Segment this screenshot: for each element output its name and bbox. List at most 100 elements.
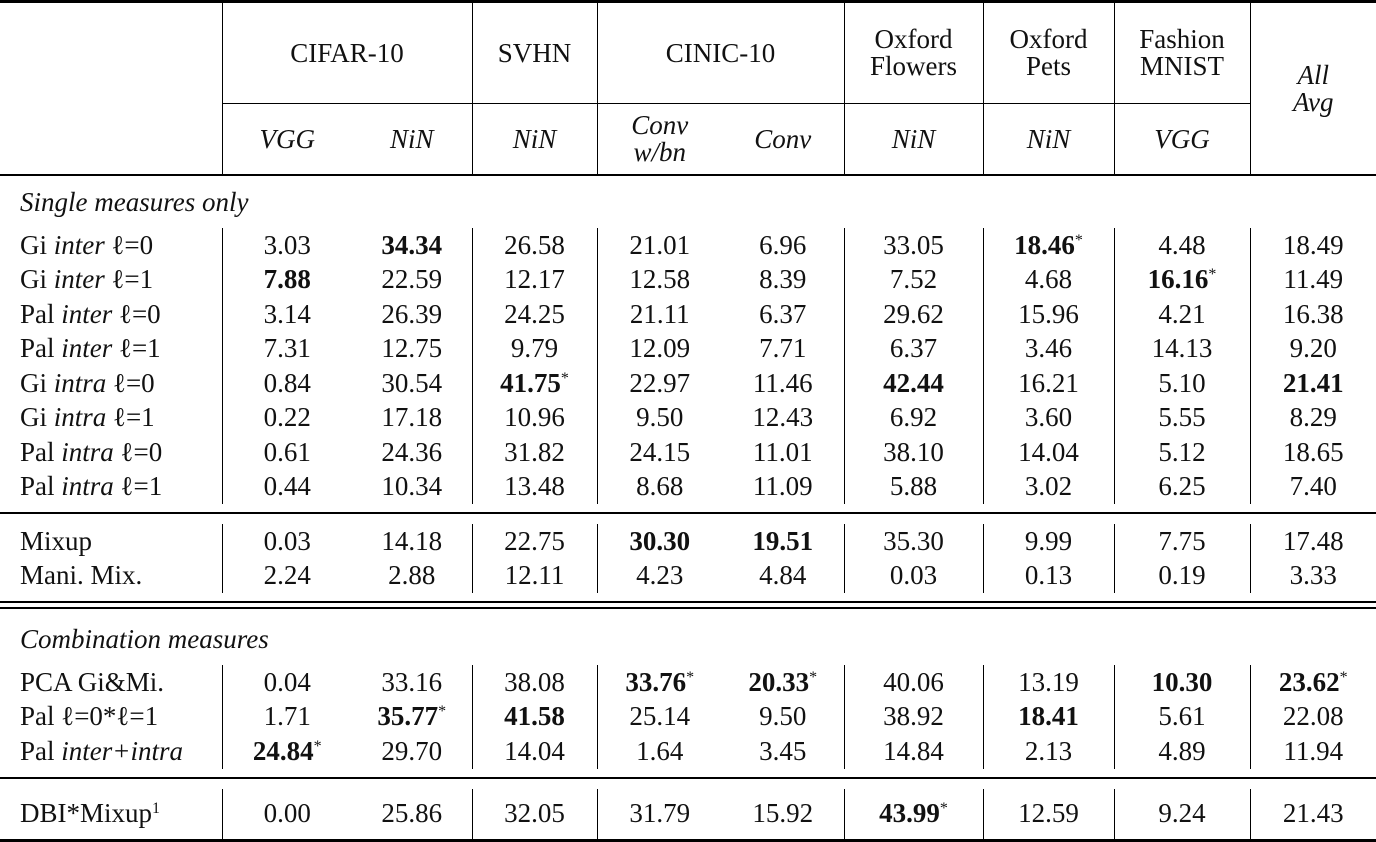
dataset-oxford-pets: Oxford Pets xyxy=(982,1,1114,104)
value-cell: 5.55 xyxy=(1113,400,1250,435)
value-cell: 0.22 xyxy=(221,400,352,435)
value-cell: 14.13 xyxy=(1113,331,1250,366)
score-value: 30.54 xyxy=(381,367,443,398)
score-value: 3.60 xyxy=(1024,402,1073,433)
score-value: 5.12 xyxy=(1158,436,1206,467)
value-cell: 5.12 xyxy=(1113,435,1250,470)
value-cell: 4.68 xyxy=(982,262,1114,297)
score-value: 6.92 xyxy=(889,402,938,433)
score-value: 9.79 xyxy=(510,333,559,364)
value-cell: 25.86 xyxy=(352,789,472,841)
value-cell: 4.84 xyxy=(722,559,844,594)
value-cell: 6.96 xyxy=(722,228,844,263)
score-value: 17.48 xyxy=(1282,525,1344,556)
row-label: Gi inter ℓ=1 xyxy=(0,263,222,298)
value-cell: 25.14 xyxy=(596,699,722,734)
model-conv: Conv xyxy=(754,123,812,154)
significance-star: * xyxy=(1074,231,1083,249)
table-row: Gi inter ℓ=1 7.88 22.59 12.17 12.58 8.39 7.52 4… xyxy=(0,262,1376,298)
model-vgg: VGG xyxy=(221,103,352,175)
value-cell: 0.19 xyxy=(1113,558,1250,593)
value-cell: 24.36 xyxy=(352,435,472,470)
layer-index: ℓ=0 xyxy=(120,436,163,467)
value-cell: 17.48 xyxy=(1249,524,1376,559)
value-cell: 31.79 xyxy=(596,788,722,840)
score-value: 42.44 xyxy=(883,367,944,398)
score-value: 10.96 xyxy=(504,402,565,433)
method-variant: inter xyxy=(61,333,113,364)
table-row: DBI*Mixup1 0.00 25.86 32.05 31.79 15.92 43.99*… xyxy=(0,788,1376,841)
method-variant: inter xyxy=(61,298,113,329)
rule-cell xyxy=(0,601,1376,608)
value-cell: 0.13 xyxy=(982,558,1114,593)
table-row: Pal inter+intra 24.84* 29.70 14.04 1.64 3.45 1… xyxy=(0,734,1376,769)
score-value: 8.39 xyxy=(759,264,807,295)
score-value: 3.02 xyxy=(1024,471,1073,502)
score-value: 7.31 xyxy=(263,333,311,364)
dataset-name-line2: MNIST xyxy=(1139,51,1224,81)
row-label: Gi inter ℓ=0 xyxy=(0,228,222,263)
value-cell: 7.75 xyxy=(1113,524,1250,559)
value-cell: 38.10 xyxy=(843,435,983,470)
score-value: 38.10 xyxy=(883,436,944,467)
value-cell: 8.39 xyxy=(722,263,844,298)
table-row: Gi intra ℓ=1 0.22 17.18 10.96 9.50 12.43 6.92 3… xyxy=(0,400,1376,436)
value-cell: 29.62 xyxy=(843,297,983,332)
score-value: 2.13 xyxy=(1024,735,1073,766)
score-value: 22.59 xyxy=(381,264,443,295)
value-cell: 12.11 xyxy=(471,558,597,593)
row-label: Mixup xyxy=(0,524,222,559)
score-value: 20.33 xyxy=(748,666,810,697)
score-value: 41.75 xyxy=(500,367,561,398)
score-value: 5.88 xyxy=(889,471,938,502)
value-cell: 4.23 xyxy=(596,558,722,593)
significance-star: * xyxy=(438,703,447,721)
score-value: 24.84 xyxy=(252,735,314,766)
value-cell: 1.64 xyxy=(596,734,722,769)
value-cell: 12.58 xyxy=(596,262,722,297)
double-rule xyxy=(0,607,1376,613)
score-value: 34.34 xyxy=(381,229,443,260)
score-value: 18.49 xyxy=(1282,229,1344,260)
value-cell: 12.59 xyxy=(982,788,1114,840)
table-row: Mani. Mix. 2.24 2.88 12.11 4.23 4.84 0.03 0.13 0… xyxy=(0,558,1376,594)
score-value: 12.59 xyxy=(1018,798,1079,828)
value-cell: 6.37 xyxy=(722,297,844,332)
score-value: 26.39 xyxy=(381,298,443,329)
value-cell: 15.96 xyxy=(982,297,1114,332)
method-name: Pal xyxy=(20,735,55,766)
model-conv-wbn: Conv w/bn xyxy=(596,103,722,175)
section-title: Single measures only xyxy=(20,186,249,217)
score-value: 5.55 xyxy=(1158,402,1206,433)
value-cell: 18.41 xyxy=(982,699,1114,734)
score-value: 12.43 xyxy=(752,402,814,433)
model-vgg: VGG xyxy=(1113,103,1250,175)
score-value: 25.14 xyxy=(629,701,691,732)
value-cell: 30.30 xyxy=(596,524,722,559)
corner-cell xyxy=(0,2,222,104)
score-value: 11.01 xyxy=(752,436,813,467)
value-cell: 12.75 xyxy=(352,332,472,367)
value-cell: 7.52 xyxy=(843,262,983,297)
score-value: 12.75 xyxy=(381,333,443,364)
value-cell: 9.50 xyxy=(722,700,844,735)
value-cell: 17.18 xyxy=(352,401,472,436)
score-value: 15.96 xyxy=(1018,298,1079,329)
layer-index: ℓ=1 xyxy=(113,402,155,433)
score-value: 24.25 xyxy=(504,298,565,329)
avg-header-line1: All xyxy=(1297,59,1330,90)
score-value: 7.40 xyxy=(1289,471,1337,502)
score-value: 1.71 xyxy=(263,701,311,732)
value-cell: 24.84* xyxy=(221,734,352,769)
score-value: 7.88 xyxy=(263,264,311,295)
row-label: DBI*Mixup1 xyxy=(0,789,222,841)
value-cell: 0.00 xyxy=(221,788,352,840)
method-name: Pal xyxy=(20,701,55,732)
value-cell: 26.39 xyxy=(352,297,472,332)
score-value: 9.24 xyxy=(1158,798,1206,828)
dataset-fashion-mnist: Fashion MNIST xyxy=(1113,1,1250,104)
score-value: 24.36 xyxy=(381,436,443,467)
method-variant: intra xyxy=(53,402,107,433)
value-cell: 9.24 xyxy=(1113,788,1250,840)
method-variant: inter+intra xyxy=(61,735,183,766)
